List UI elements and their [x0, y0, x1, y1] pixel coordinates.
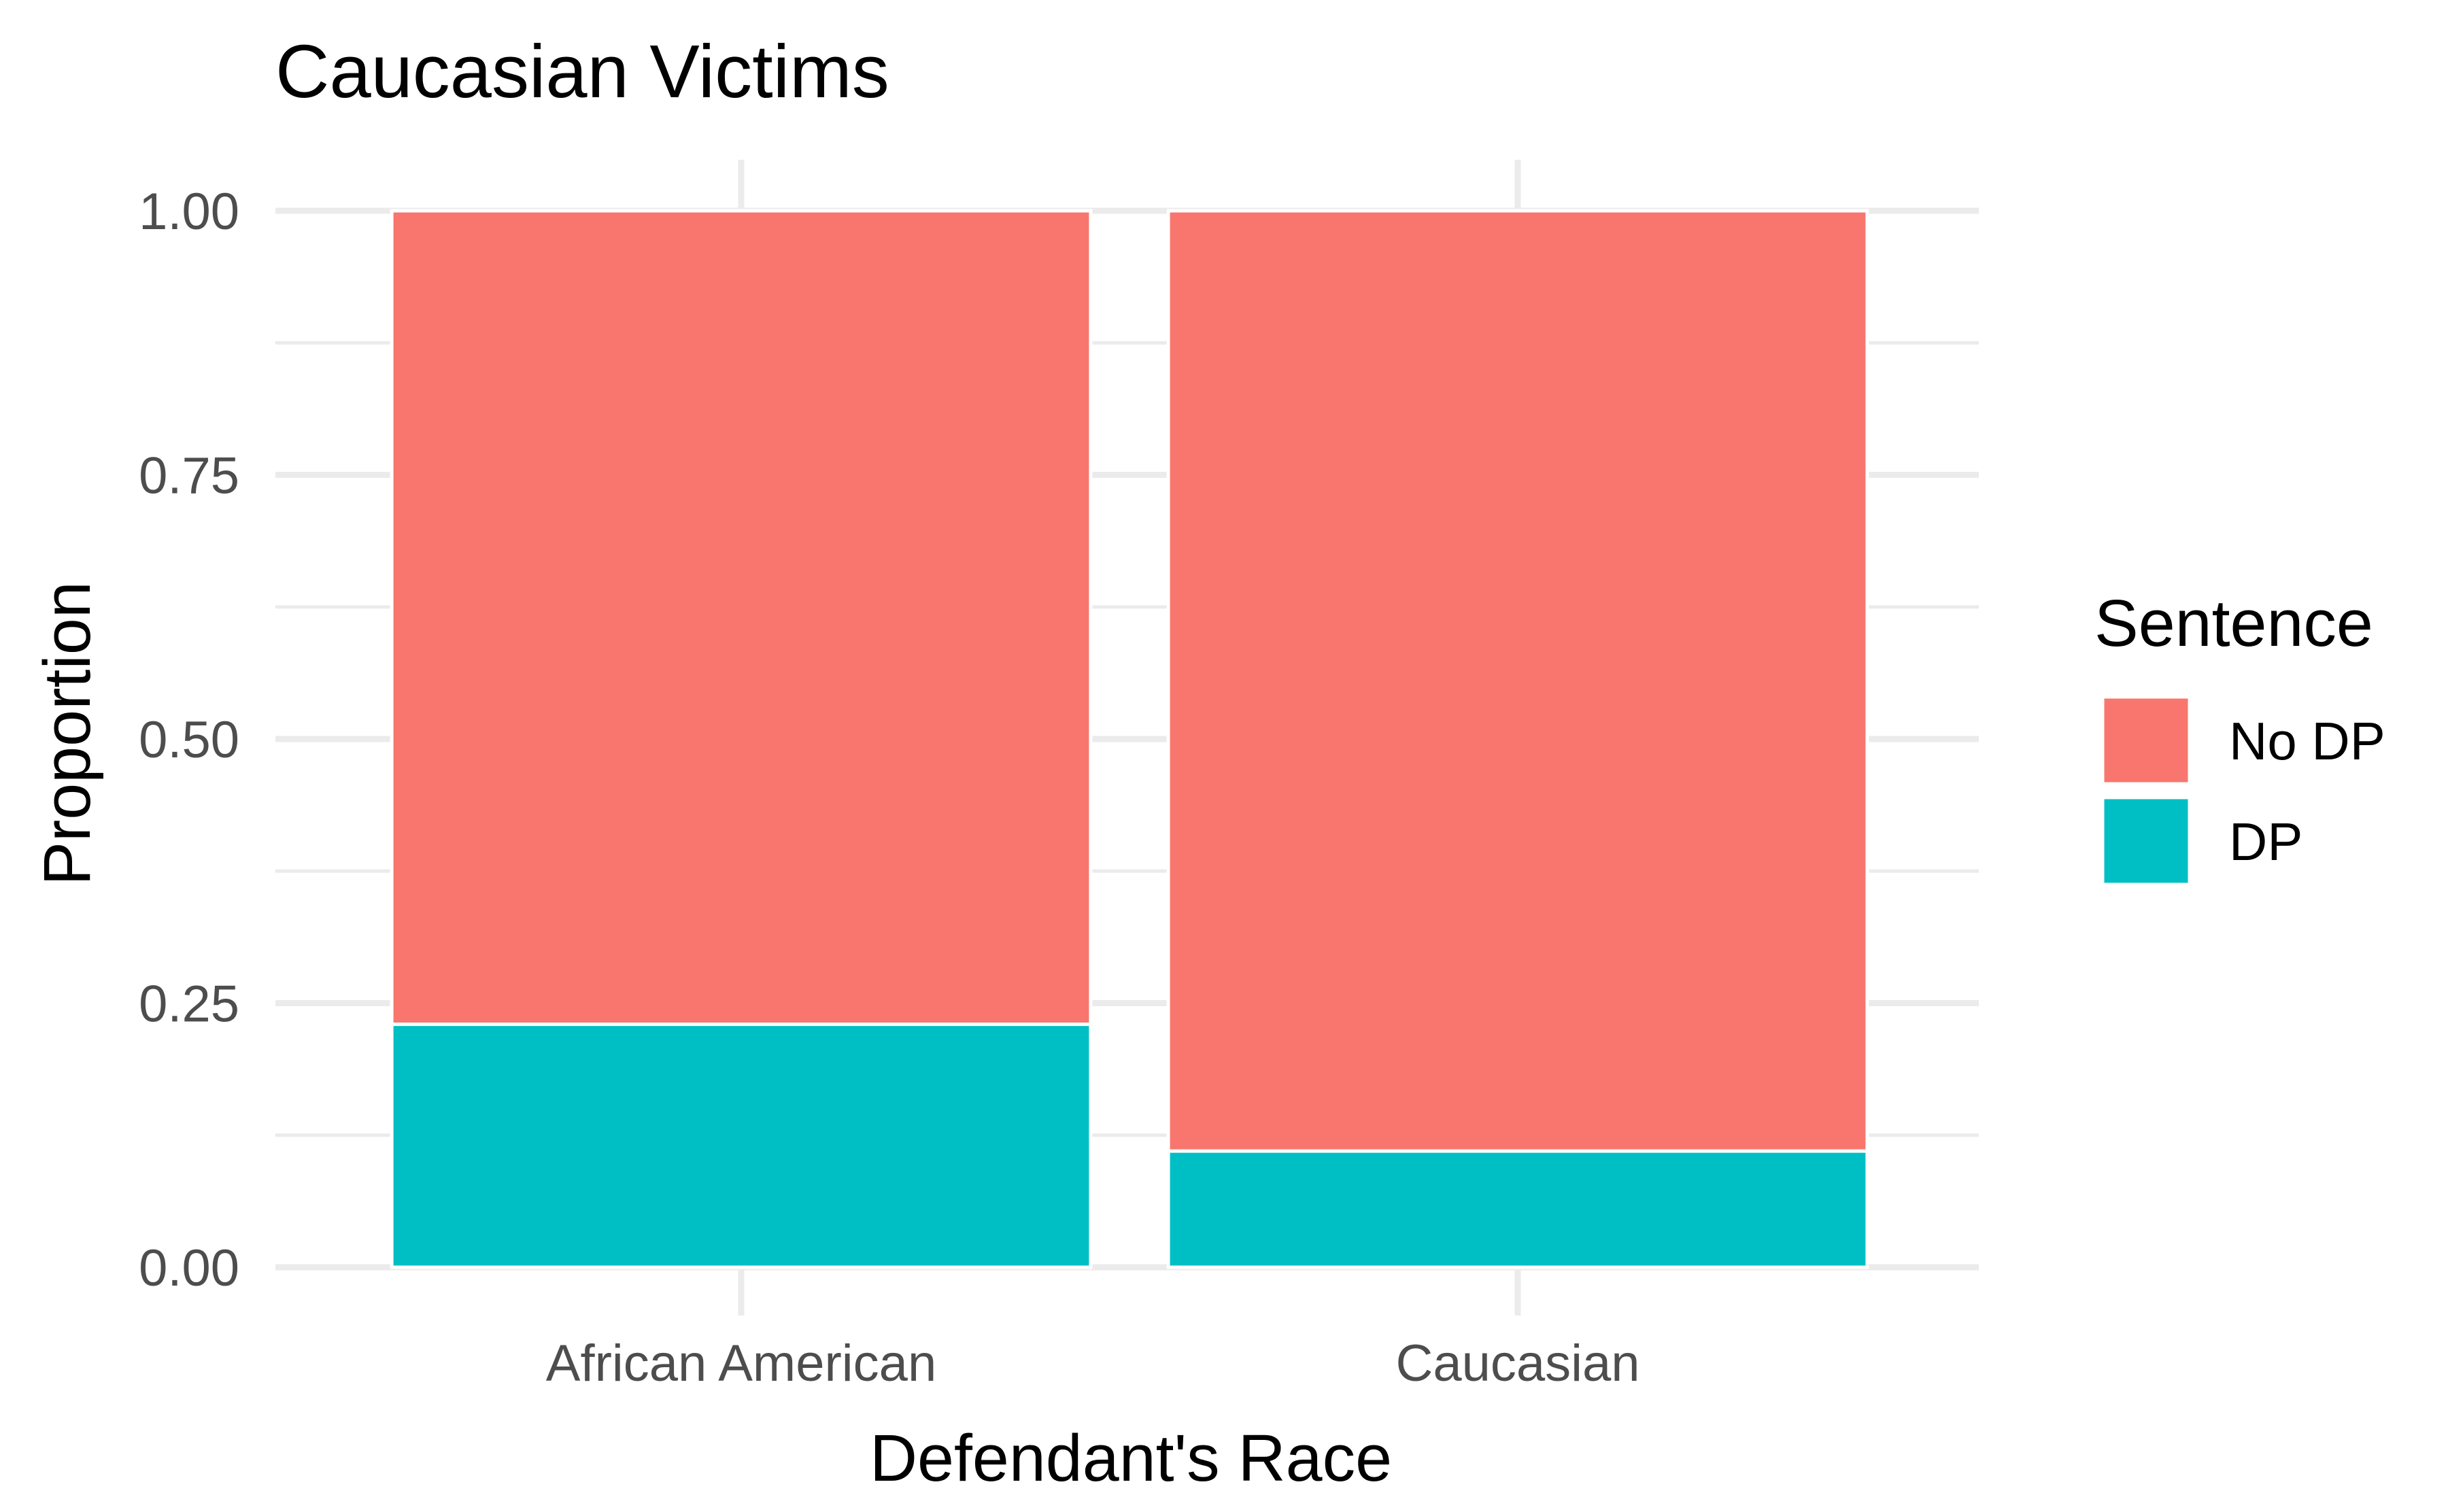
y-tick-label: 1.00 [139, 183, 239, 241]
y-tick-label: 0.75 [139, 447, 239, 505]
legend-key-no-dp [2101, 695, 2192, 786]
x-tick-labels: African American Caucasian [546, 1335, 1640, 1392]
legend-key-dp [2101, 795, 2192, 887]
x-tick-label: Caucasian [1395, 1335, 1639, 1392]
y-tick-labels: 0.00 0.25 0.50 0.75 1.00 [139, 183, 239, 1297]
bar-segment-no-dp [390, 209, 1093, 1027]
legend-label-no-dp: No DP [2229, 711, 2385, 771]
bar-segment-dp [1166, 1149, 1869, 1269]
y-tick-label: 0.25 [139, 976, 239, 1033]
x-axis-title: Defendant's Race [870, 1421, 1392, 1495]
y-tick-label: 0.00 [139, 1239, 239, 1297]
legend-items: No DP DP [2101, 695, 2385, 887]
bar-segment-no-dp [1166, 209, 1869, 1153]
y-axis-title: Proportion [30, 581, 104, 886]
bars [390, 209, 1869, 1269]
legend-label-dp: DP [2229, 812, 2302, 872]
x-tick-label: African American [546, 1335, 936, 1392]
bar-segment-dp [390, 1023, 1093, 1269]
chart-title: Caucasian Victims [275, 30, 889, 114]
legend-title: Sentence [2094, 586, 2373, 660]
legend: Sentence No DP DP [2094, 586, 2385, 887]
y-tick-label: 0.50 [139, 711, 239, 769]
